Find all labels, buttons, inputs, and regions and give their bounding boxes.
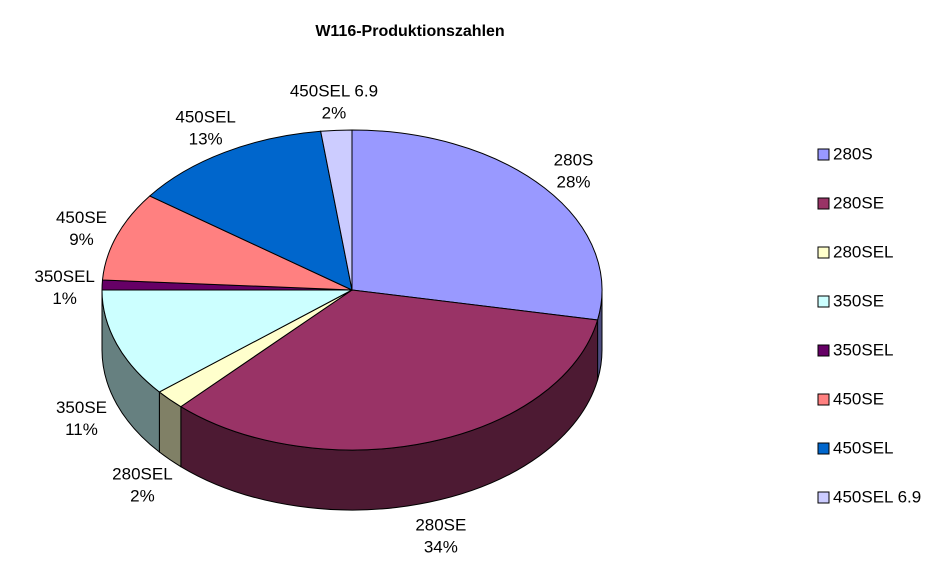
data-label-name: 280SE <box>415 516 466 535</box>
data-label: 450SEL 13% <box>175 108 236 149</box>
legend-label: 280SE <box>833 193 884 212</box>
data-label-name: 350SE <box>56 398 107 417</box>
data-label: 280SEL 2% <box>112 464 173 505</box>
legend-label: 450SE <box>833 389 884 408</box>
data-label: 350SEL 1% <box>34 267 95 308</box>
data-label-name: 280S <box>554 151 594 170</box>
data-label-value: 13% <box>189 130 223 149</box>
data-label: 280SE 34% <box>415 516 466 557</box>
data-label-name: 280SEL <box>112 464 173 483</box>
legend-label: 450SEL 6.9 <box>833 487 921 506</box>
legend-label: 450SEL <box>833 438 894 457</box>
data-label-name: 450SEL 6.9 <box>290 81 378 100</box>
data-label: 350SE 11% <box>56 398 107 439</box>
legend-swatch <box>817 393 830 406</box>
slice <box>101 289 353 393</box>
slice <box>351 129 603 321</box>
legend-label: 280SEL <box>833 242 894 261</box>
data-label-name: 450SEL <box>175 108 236 127</box>
legend-swatch <box>817 344 830 357</box>
slice <box>320 129 353 291</box>
legend-swatch <box>817 197 830 210</box>
legend-swatch <box>817 295 830 308</box>
data-label: 280S 28% <box>554 151 594 192</box>
data-label-value: 2% <box>322 103 347 122</box>
data-label-value: 28% <box>557 173 591 192</box>
data-label-value: 1% <box>52 289 77 308</box>
legend-label: 350SEL <box>833 340 894 359</box>
legend-label: 350SE <box>833 291 884 310</box>
data-label-name: 350SEL <box>34 267 95 286</box>
slice <box>101 195 353 291</box>
data-label-value: 11% <box>65 420 98 439</box>
data-label: 450SE 9% <box>56 208 107 249</box>
data-label-value: 9% <box>69 230 94 249</box>
data-label-value: 34% <box>424 538 458 557</box>
legend-label: 280S <box>833 144 873 163</box>
legend-swatch <box>817 246 830 259</box>
chart-title: W116-Produktionszahlen <box>315 23 504 40</box>
legend-swatch <box>817 442 830 455</box>
data-label-name: 450SE <box>56 208 107 227</box>
data-label: 450SEL 6.9 2% <box>290 81 378 122</box>
legend-swatch <box>817 491 830 504</box>
data-label-value: 2% <box>130 486 155 505</box>
legend-swatch <box>817 148 830 161</box>
slice <box>148 130 353 291</box>
slice <box>179 289 599 451</box>
